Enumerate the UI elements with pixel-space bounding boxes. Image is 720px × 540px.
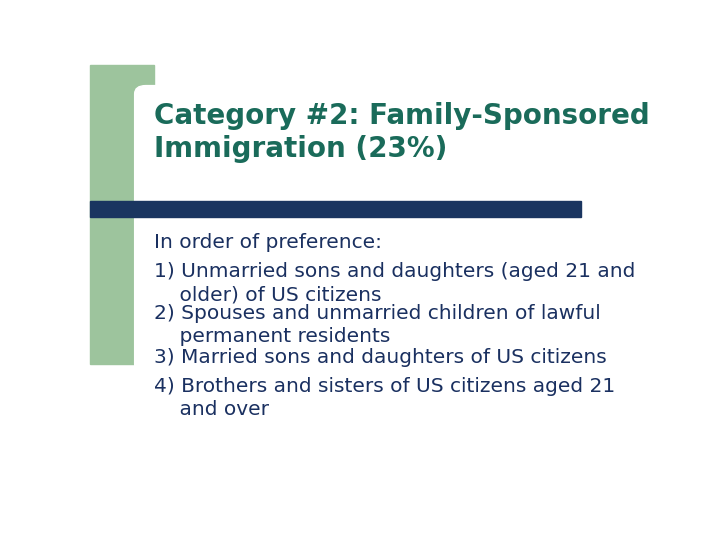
Text: In order of preference:: In order of preference: bbox=[154, 233, 382, 252]
Text: 1) Unmarried sons and daughters (aged 21 and
    older) of US citizens: 1) Unmarried sons and daughters (aged 21… bbox=[154, 262, 636, 304]
FancyBboxPatch shape bbox=[135, 85, 648, 373]
Text: Category #2: Family-Sponsored
Immigration (23%): Category #2: Family-Sponsored Immigratio… bbox=[154, 102, 650, 163]
Text: 4) Brothers and sisters of US citizens aged 21
    and over: 4) Brothers and sisters of US citizens a… bbox=[154, 377, 616, 419]
Text: 2) Spouses and unmarried children of lawful
    permanent residents: 2) Spouses and unmarried children of law… bbox=[154, 304, 601, 346]
Bar bbox=[90, 65, 154, 364]
Text: 3) Married sons and daughters of US citizens: 3) Married sons and daughters of US citi… bbox=[154, 348, 607, 367]
Bar bbox=[90, 201, 581, 217]
